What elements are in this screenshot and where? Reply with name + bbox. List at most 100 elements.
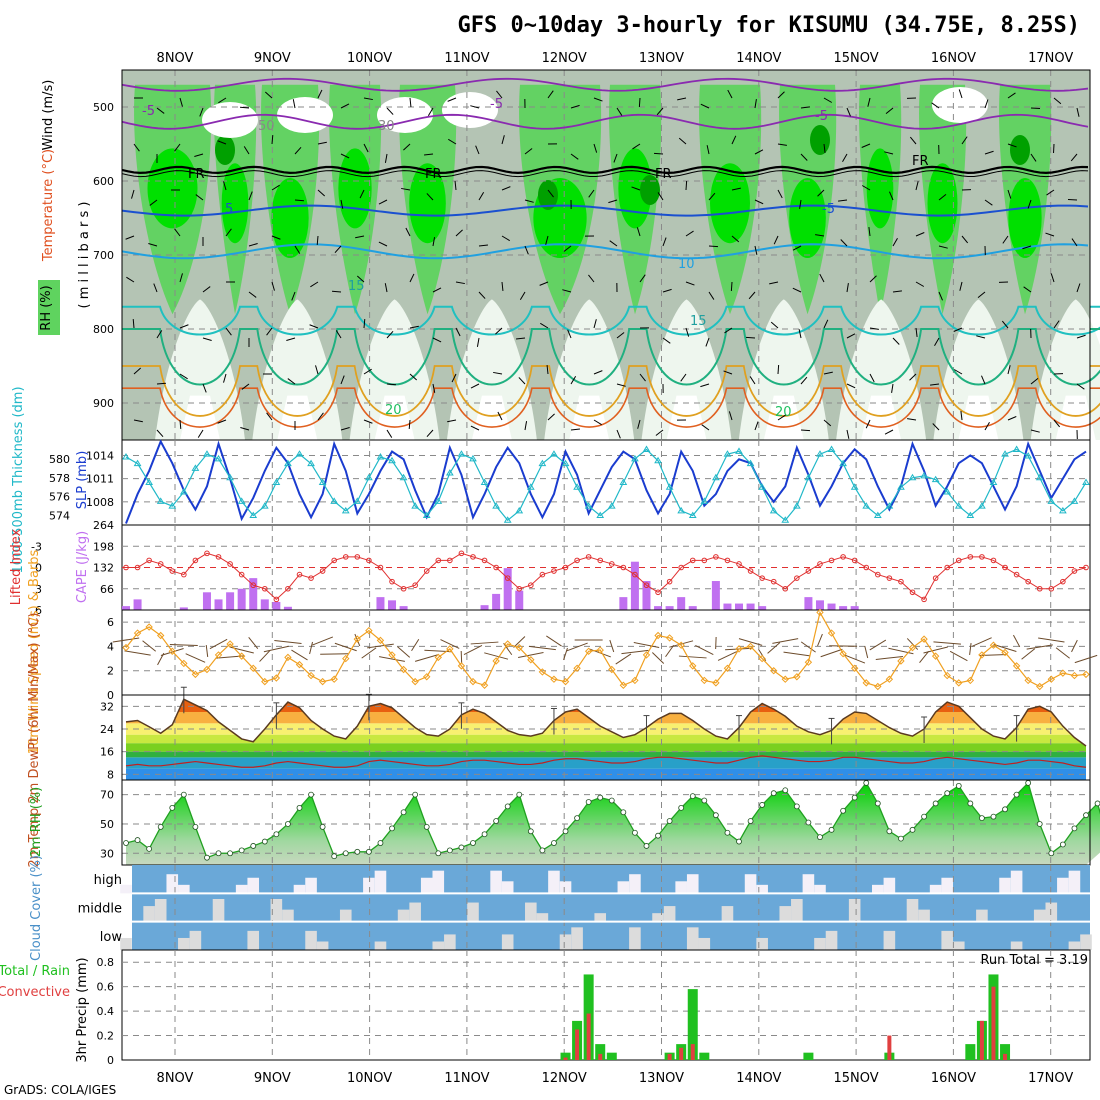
wind-barb-10m <box>463 644 483 656</box>
wind-barb <box>632 143 641 150</box>
wind-barb <box>355 235 365 239</box>
wind-speed-point <box>515 643 523 652</box>
precip-convective-bar <box>979 1020 984 1060</box>
wind-barb <box>131 189 135 199</box>
rh2m-point <box>250 843 257 849</box>
lifted-index-point <box>597 557 604 564</box>
cloud-clear-patch <box>548 870 560 894</box>
wind-barb <box>915 232 925 237</box>
cloud-clear-patch <box>814 937 826 950</box>
bottom-date-label: 16NOV <box>931 1071 976 1086</box>
thickness-point <box>179 487 188 495</box>
rh-saturated-core <box>866 148 894 229</box>
rh2m-tick-label: 30 <box>100 847 114 860</box>
precip-tick-label: 0.6 <box>97 981 115 994</box>
precip-tick-label: 0.4 <box>97 1005 115 1018</box>
wind-barb-10m <box>424 649 453 653</box>
contour-label: 15 <box>348 279 365 294</box>
wind-barb-10m <box>397 646 411 658</box>
wind-axis-label: Wind (m/s) <box>41 80 56 151</box>
wind-speed-point <box>804 658 813 666</box>
wind-barb <box>432 383 436 393</box>
cloud-clear-patch <box>525 902 537 922</box>
pressure-tick-label: 600 <box>93 175 114 188</box>
wind-barb <box>846 383 856 389</box>
thickness-point <box>573 483 581 490</box>
cloud-clear-patch <box>339 909 352 922</box>
wind-barb <box>202 337 212 341</box>
rh-dry-core <box>958 395 999 440</box>
wind-barb <box>401 187 411 191</box>
top-date-label: 13NOV <box>639 51 684 66</box>
rh-saturated-core <box>338 148 372 229</box>
thickness-point <box>411 502 420 509</box>
wind-barb-10m <box>169 643 198 647</box>
wind-barb <box>179 324 189 329</box>
wind-barb <box>271 281 275 291</box>
bottom-date-label: 11NOV <box>444 1071 489 1086</box>
wind-barb-10m <box>717 651 738 661</box>
contour-label: -5 <box>815 109 828 124</box>
cloud-clear-patch <box>1010 941 1023 950</box>
thickness-point <box>457 450 466 457</box>
cloud-clear-patch <box>756 937 768 950</box>
wind-barb <box>409 325 419 329</box>
rh2m-point <box>840 807 847 814</box>
rh2m-point <box>261 838 268 845</box>
cloud-cover-panel: high middle low Cloud Cover (%) <box>29 855 1092 961</box>
wind-barb <box>892 290 902 293</box>
cloud-clear-patch <box>698 937 711 950</box>
precip-convective-bar <box>575 1029 580 1060</box>
wind-barb <box>1001 320 1009 329</box>
thickness-point <box>341 506 350 514</box>
lifted-index-point <box>551 568 557 574</box>
wind-speed-point <box>226 640 234 648</box>
wind-barb <box>197 429 204 438</box>
wind-barb <box>662 237 667 247</box>
wind-barb <box>447 419 457 423</box>
wind-barb <box>133 419 143 423</box>
lifted-index-point <box>331 557 337 564</box>
cloud-level-label: low <box>100 930 123 945</box>
lifted-index-point <box>817 561 823 567</box>
lifted-index-point <box>921 596 927 603</box>
wind-barb <box>427 107 434 116</box>
thickness-point <box>1082 478 1090 485</box>
thickness-point <box>260 502 269 509</box>
wind-speed-line <box>125 610 1087 688</box>
wind-barb <box>287 378 296 385</box>
rh2m-point <box>157 823 164 830</box>
wind-barb-10m <box>209 638 228 650</box>
rh2m-point <box>736 838 742 845</box>
rh2m-point <box>481 831 488 838</box>
temp-tick-label: 24 <box>100 723 114 736</box>
thickness-point <box>249 511 258 519</box>
cloud-clear-patch <box>282 909 294 922</box>
wind-speed-point <box>353 635 362 643</box>
rh-dry-patch <box>932 87 988 123</box>
cloud-clear-patch <box>721 906 734 922</box>
top-date-label: 8NOV <box>157 51 194 66</box>
wind-barb <box>915 281 925 287</box>
wind-speed-point <box>665 634 674 642</box>
thickness-point <box>214 454 223 462</box>
cape-tick-label: 66 <box>100 583 114 596</box>
thickness-point <box>758 483 767 490</box>
wind-barb <box>685 180 688 191</box>
thickness-point <box>920 471 928 479</box>
lifted-index-point <box>840 554 846 560</box>
wind-barb <box>915 181 919 191</box>
thickness-point <box>307 459 315 467</box>
wind-barb <box>340 375 345 385</box>
lifted-index-point <box>458 550 465 557</box>
wind-barb-10m <box>414 654 439 662</box>
rh2m-point <box>389 825 395 832</box>
wind-barb-10m <box>979 653 1008 657</box>
wind-barb-10m <box>513 636 526 648</box>
rh2m-point <box>516 791 523 798</box>
thickness-point <box>816 450 824 457</box>
temp-color-band <box>126 734 1086 744</box>
wind-speed-point <box>827 629 836 637</box>
wind-barb <box>616 332 625 339</box>
wind-barb <box>363 368 372 375</box>
